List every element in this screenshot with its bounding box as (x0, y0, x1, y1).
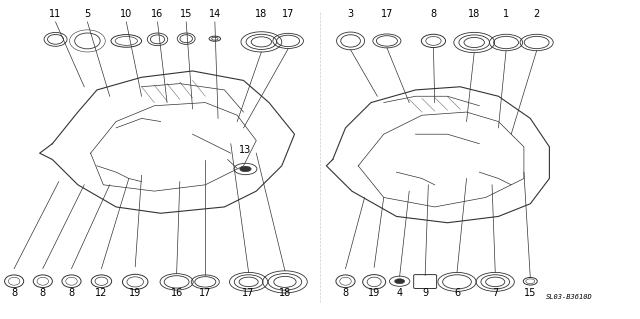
Text: 17: 17 (243, 288, 255, 298)
Circle shape (234, 163, 257, 175)
Text: SL03-B3610D: SL03-B3610D (546, 294, 593, 300)
Text: 12: 12 (95, 288, 108, 298)
Text: 6: 6 (454, 288, 460, 298)
Circle shape (240, 166, 251, 172)
Text: 2: 2 (534, 9, 540, 19)
Text: 9: 9 (422, 288, 428, 298)
Text: 17: 17 (381, 9, 393, 19)
Text: 3: 3 (348, 9, 354, 19)
Text: 5: 5 (84, 9, 90, 19)
Text: 16: 16 (170, 288, 183, 298)
Text: 18: 18 (255, 9, 268, 19)
Text: 4: 4 (397, 288, 403, 298)
Text: 15: 15 (180, 9, 193, 19)
Text: 17: 17 (282, 9, 294, 19)
Text: 10: 10 (120, 9, 132, 19)
Text: 8: 8 (40, 288, 46, 298)
Text: 1: 1 (503, 9, 509, 19)
Text: 8: 8 (68, 288, 74, 298)
Text: 19: 19 (368, 288, 380, 298)
Text: 11: 11 (49, 9, 61, 19)
Text: 13: 13 (239, 145, 252, 155)
Text: 8: 8 (430, 9, 436, 19)
Text: 18: 18 (468, 9, 481, 19)
Text: 8: 8 (342, 288, 349, 298)
Text: 7: 7 (492, 288, 499, 298)
Text: 16: 16 (152, 9, 164, 19)
Text: 19: 19 (129, 288, 141, 298)
Text: 8: 8 (11, 288, 17, 298)
Text: 14: 14 (209, 9, 221, 19)
Text: 15: 15 (524, 288, 536, 298)
Circle shape (390, 276, 410, 286)
Text: 17: 17 (199, 288, 211, 298)
Circle shape (394, 279, 404, 284)
Text: 18: 18 (279, 288, 291, 298)
